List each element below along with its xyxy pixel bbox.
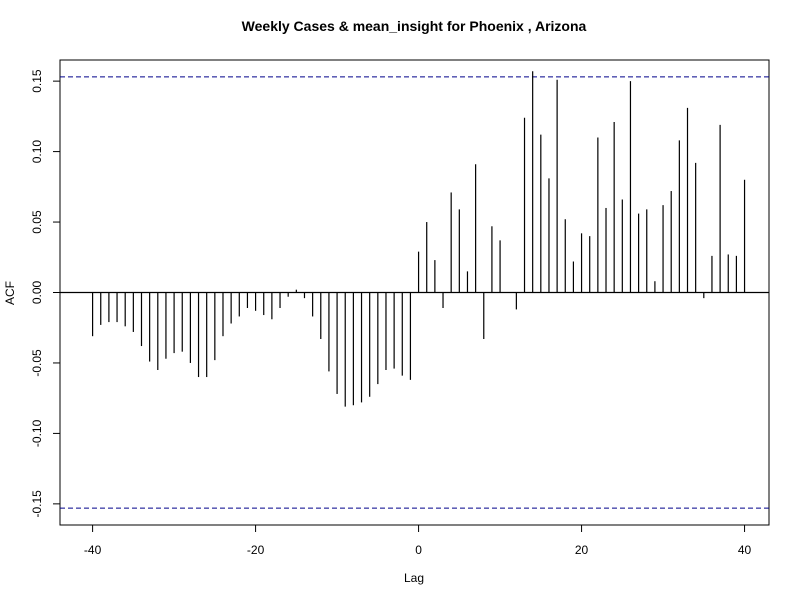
y-tick-label: 0.05	[30, 210, 44, 234]
x-tick-label: 20	[575, 543, 589, 557]
y-tick-label: -0.15	[30, 490, 44, 518]
confidence-bounds	[60, 76, 769, 509]
chart-title: Weekly Cases & mean_insight for Phoenix …	[242, 18, 587, 34]
x-tick-label: -40	[84, 543, 102, 557]
y-tick-label: 0.15	[30, 69, 44, 93]
y-axis: -0.15 -0.10 -0.05 0.00 0.05 0.10 0.15	[30, 69, 61, 518]
x-tick-label: -20	[247, 543, 265, 557]
y-tick-label: -0.10	[30, 419, 44, 447]
x-axis-label: Lag	[404, 571, 424, 585]
acf-bars	[91, 71, 746, 407]
y-axis-label: ACF	[3, 281, 17, 305]
x-tick-label: 40	[738, 543, 752, 557]
x-axis: -40 -20 0 20 40	[84, 524, 752, 557]
x-tick-label: 0	[415, 543, 422, 557]
y-tick-label: 0.00	[30, 280, 44, 304]
y-tick-label: 0.10	[30, 140, 44, 164]
y-tick-label: -0.05	[30, 349, 44, 377]
